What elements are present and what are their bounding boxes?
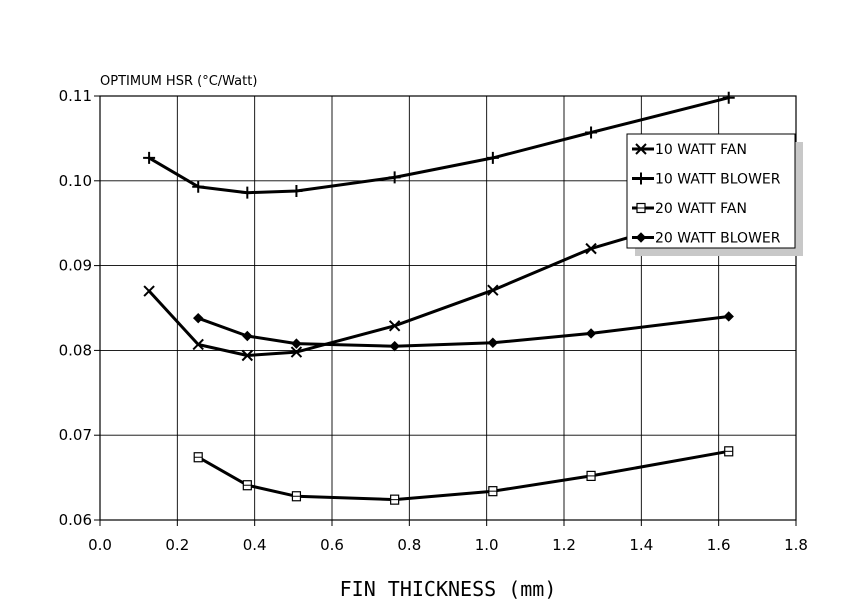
data-point-plus — [290, 184, 303, 197]
x-tick-label: 0.6 — [320, 536, 344, 554]
y-tick-label: 0.10 — [59, 172, 92, 190]
x-tick-label: 1.2 — [552, 536, 576, 554]
data-point-diamond — [389, 340, 400, 352]
plot-frame — [99, 95, 797, 521]
data-point-diamond — [723, 311, 734, 322]
data-point-diamond — [242, 330, 253, 342]
y-tick-label: 0.07 — [59, 426, 92, 444]
x-tick-label: 0.4 — [243, 536, 267, 554]
x-tick-label: 1.0 — [475, 536, 499, 554]
y-tick-label: 0.06 — [59, 511, 92, 529]
data-point-plus — [241, 186, 254, 199]
legend: 10 WATT FAN 10 WATT BLOWER 20 WATT FAN 20 W… — [626, 133, 803, 256]
legend-marker — [635, 143, 647, 155]
y-tick-label: 0.08 — [59, 341, 92, 359]
data-point-diamond — [193, 312, 204, 324]
y-tick-label: 0.09 — [59, 257, 92, 275]
data-point-plus — [143, 151, 156, 164]
data-point-diamond — [291, 338, 302, 349]
series-line — [147, 206, 731, 357]
legend-item: 10 WATT FAN — [632, 142, 747, 158]
data-point-x — [487, 284, 499, 296]
data-point-x — [585, 242, 597, 255]
series-diamond — [193, 311, 734, 352]
y-axis-label: OPTIMUM HSR (°C/Watt) — [100, 74, 257, 89]
series-layer — [143, 91, 735, 505]
data-point-plus — [722, 91, 735, 104]
series-plus — [143, 91, 735, 199]
y-axis-ticks: 0.06 0.07 0.08 0.09 0.10 0.11 — [59, 87, 100, 529]
legend-label: 10 WATT BLOWER — [655, 172, 781, 188]
data-point-diamond — [487, 337, 499, 348]
legend-marker — [635, 172, 647, 185]
x-tick-label: 1.6 — [707, 536, 731, 554]
data-point-plus — [192, 180, 205, 193]
legend-item: 10 WATT BLOWER — [632, 172, 781, 188]
series-line — [147, 96, 731, 195]
legend-item: 20 WATT FAN — [632, 201, 747, 217]
legend-box — [626, 133, 796, 249]
legend-item: 20 WATT BLOWER — [632, 231, 781, 247]
data-point-plus — [585, 126, 598, 139]
data-point-x — [388, 320, 401, 332]
legend-label: 20 WATT BLOWER — [655, 231, 781, 247]
data-point-x — [290, 346, 303, 358]
data-point-x — [192, 338, 204, 351]
x-tick-label: 1.8 — [784, 536, 808, 554]
x-tick-label: 0.0 — [88, 536, 112, 554]
x-tick-label: 0.8 — [397, 536, 421, 554]
x-tick-label: 0.2 — [165, 536, 189, 554]
x-axis-label: FIN THICKNESS (mm) — [340, 577, 557, 601]
data-point-plus — [486, 151, 499, 164]
legend-label: 20 WATT FAN — [655, 201, 747, 217]
legend-marker — [635, 232, 647, 243]
series-square — [193, 446, 734, 505]
y-tick-label: 0.11 — [59, 87, 92, 105]
legend-label: 10 WATT FAN — [655, 142, 747, 158]
data-point-x — [143, 285, 155, 297]
x-axis-ticks: 0.0 0.2 0.4 0.6 0.8 1.0 1.2 1.4 1.6 1.8 — [88, 520, 808, 554]
x-tick-label: 1.4 — [629, 536, 653, 554]
data-point-x — [241, 349, 254, 362]
data-point-diamond — [585, 328, 597, 339]
data-point-plus — [388, 171, 401, 184]
